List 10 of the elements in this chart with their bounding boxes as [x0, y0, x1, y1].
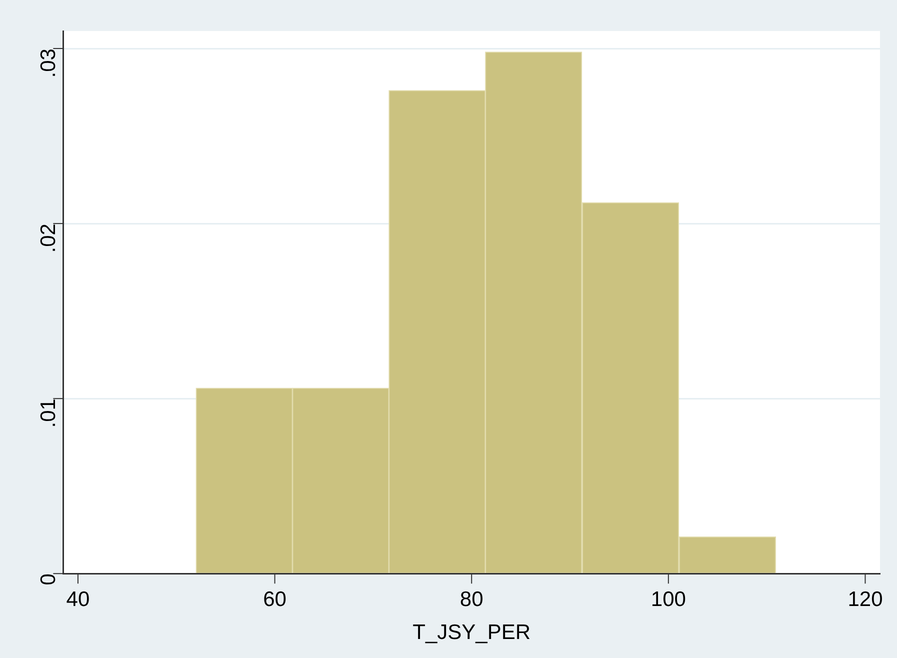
x-tick-label: 40 [66, 588, 90, 611]
x-axis-title: T_JSY_PER [412, 621, 531, 644]
y-tick-label: .03 [36, 48, 60, 78]
x-tick-label: 100 [650, 588, 686, 611]
y-tick-label: .02 [36, 224, 60, 253]
y-tick-label: 0 [36, 574, 60, 586]
x-tick-label: 60 [263, 588, 286, 611]
x-tick-label: 120 [848, 588, 883, 611]
x-tick-label: 80 [460, 588, 484, 611]
y-tick-label: .01 [36, 398, 60, 428]
